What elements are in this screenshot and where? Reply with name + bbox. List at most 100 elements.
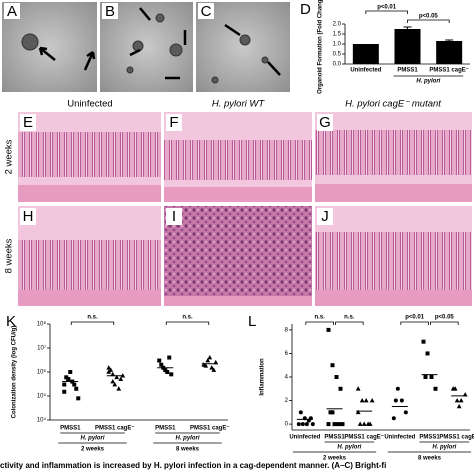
y-tick-label: 10⁶ [37, 369, 47, 376]
y-tick-label: 1.5 [333, 32, 342, 38]
error-bar [403, 26, 412, 29]
y-tick-label: 10⁷ [37, 345, 46, 352]
x-tick-label: PMSS1 cagE⁻ [344, 435, 384, 441]
point [357, 421, 363, 426]
group-label: 8 weeks [176, 447, 200, 453]
point [399, 398, 404, 403]
y-axis-label: Colonization density (log CFU/g) [12, 326, 18, 419]
annotation: n.s. [87, 315, 98, 321]
point [68, 370, 73, 374]
significance-bracket [70, 321, 115, 325]
panel-label: F [169, 114, 178, 131]
point [361, 421, 367, 426]
subgroup-label: H. pylori [432, 445, 456, 451]
panel-label: C [201, 3, 212, 20]
point [454, 397, 460, 403]
annotation: p<0.05 [419, 14, 439, 20]
x-tick-label: PMSS1 [60, 426, 81, 432]
point [395, 386, 400, 391]
point [116, 386, 122, 391]
panel-label: G [319, 114, 331, 131]
point [209, 365, 215, 370]
y-tick-label: 2.0 [333, 22, 342, 28]
subgroup-label: H. pylori [175, 436, 199, 442]
point [456, 403, 462, 409]
point [114, 374, 120, 380]
x-tick-label: Uninfected [289, 435, 320, 441]
point [332, 422, 337, 427]
point [112, 381, 118, 387]
point [72, 382, 77, 387]
y-tick-label: 0.0 [333, 62, 342, 68]
column-header: H. pylori cagE⁻ mutant [345, 99, 441, 110]
y-axis-label: Inflammation [260, 358, 266, 396]
point [167, 355, 172, 360]
bar [352, 44, 379, 64]
point [76, 396, 81, 401]
y-tick-label: 0 [285, 422, 289, 428]
annotation: n.s. [182, 315, 193, 321]
histology [18, 112, 472, 306]
point [458, 397, 464, 403]
point [213, 359, 219, 365]
point [205, 357, 211, 363]
x-tick-label: PMSS1 cagE⁻ [95, 426, 135, 432]
point [421, 339, 426, 344]
annotation: p<0.01 [405, 315, 425, 321]
point [74, 386, 79, 391]
panel-label: L [248, 313, 256, 330]
point [340, 422, 345, 427]
significance-bracket [407, 19, 450, 23]
subgroup-label: H. pylori [80, 436, 104, 442]
point [359, 397, 365, 403]
point [423, 375, 428, 379]
point [118, 376, 124, 382]
y-tick-label: 8 [285, 327, 289, 333]
x-tick-label: PMSS1 [419, 435, 440, 441]
point [433, 386, 438, 391]
y-tick-label: 2 [285, 398, 289, 404]
point [296, 422, 301, 427]
point [391, 416, 396, 421]
y-axis-label: Organoid Formation (Fold Change) [318, 0, 324, 94]
y-tick-label: 4 [285, 375, 289, 381]
point [326, 422, 331, 427]
error-bar [445, 39, 454, 41]
point [355, 409, 361, 415]
x-tick-label: PMSS1 cagE⁻ [439, 435, 474, 441]
panel-label: H [23, 208, 34, 225]
point [425, 351, 430, 356]
point [310, 422, 315, 427]
column-header: H. pylori WT [212, 99, 265, 110]
point [355, 386, 361, 391]
significance-bracket [430, 321, 459, 325]
bar [394, 29, 421, 64]
point [211, 367, 217, 372]
group-label: H. pylori [416, 79, 440, 85]
point [106, 365, 112, 370]
significance-bracket [305, 321, 334, 325]
y-tick-label: 6 [285, 351, 289, 357]
point [429, 375, 434, 379]
annotation: p<0.01 [377, 5, 397, 11]
point [110, 378, 116, 384]
point [163, 368, 168, 373]
point [157, 358, 162, 363]
significance-bracket [165, 321, 210, 325]
organoids [21, 13, 269, 84]
x-tick-label: PMSS1 [324, 435, 345, 441]
panel-label: E [23, 114, 33, 131]
point [159, 362, 164, 367]
point [452, 386, 458, 391]
panel-label: B [105, 3, 115, 20]
point [336, 422, 341, 427]
point [365, 421, 371, 426]
arrows [38, 7, 281, 80]
point [393, 398, 398, 403]
y-tick-label: 1.0 [333, 42, 342, 48]
y-tick-label: 0.5 [333, 52, 342, 58]
group-label: 8 weeks [418, 456, 442, 462]
point [300, 422, 305, 427]
x-tick-label: PMSS1 cagE⁻ [190, 426, 230, 432]
point [304, 422, 309, 427]
